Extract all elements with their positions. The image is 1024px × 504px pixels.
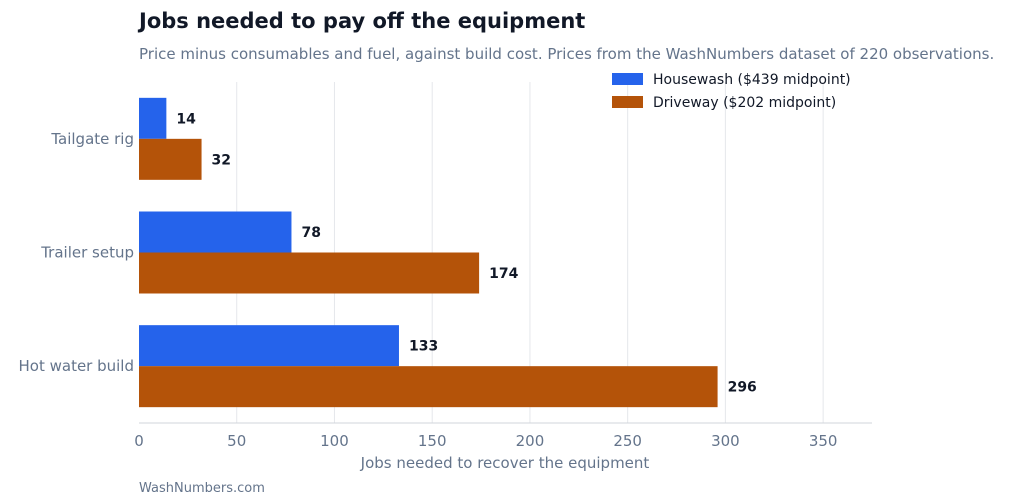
legend-swatch-housewash [612, 73, 643, 85]
legend-label-driveway: Driveway ($202 midpoint) [653, 95, 836, 111]
data-label-driveway-hot-water-build: 296 [728, 380, 757, 396]
category-label-trailer-setup: Trailer setup [40, 244, 134, 262]
bar-housewash-tailgate-rig [139, 97, 167, 139]
bar-driveway-trailer-setup [139, 252, 480, 294]
bars [139, 97, 718, 408]
legend-label-housewash: Housewash ($439 midpoint) [653, 72, 851, 88]
x-tick-200: 200 [516, 432, 545, 450]
x-tick-100: 100 [320, 432, 349, 450]
x-tick-350: 350 [809, 432, 838, 450]
category-labels: Tailgate rig Trailer setup Hot water build [19, 130, 135, 375]
data-labels: 14 32 78 174 133 296 [176, 111, 756, 395]
chart-title: Jobs needed to pay off the equipment [137, 9, 585, 33]
bar-driveway-tailgate-rig [139, 138, 202, 180]
data-label-housewash-hot-water-build: 133 [409, 339, 438, 355]
x-axis-label: Jobs needed to recover the equipment [360, 454, 650, 472]
legend: Housewash ($439 midpoint) Driveway ($202… [612, 72, 851, 111]
bar-housewash-trailer-setup [139, 211, 292, 253]
data-label-driveway-trailer-setup: 174 [489, 266, 518, 282]
x-tick-150: 150 [418, 432, 447, 450]
x-tick-0: 0 [134, 432, 144, 450]
bar-driveway-hot-water-build [139, 366, 718, 408]
x-tick-250: 250 [613, 432, 642, 450]
x-tick-50: 50 [227, 432, 246, 450]
category-label-tailgate-rig: Tailgate rig [50, 130, 134, 148]
chart-subtitle: Price minus consumables and fuel, agains… [139, 45, 994, 63]
source-credit: WashNumbers.com [139, 481, 265, 496]
bar-housewash-hot-water-build [139, 325, 399, 367]
x-tick-300: 300 [711, 432, 740, 450]
data-label-housewash-tailgate-rig: 14 [176, 111, 196, 127]
category-label-hot-water-build: Hot water build [19, 357, 135, 375]
data-label-housewash-trailer-setup: 78 [301, 225, 320, 241]
x-tick-labels: 0 50 100 150 200 250 300 350 [134, 432, 837, 450]
legend-swatch-driveway [612, 96, 643, 108]
data-label-driveway-tailgate-rig: 32 [212, 152, 231, 168]
